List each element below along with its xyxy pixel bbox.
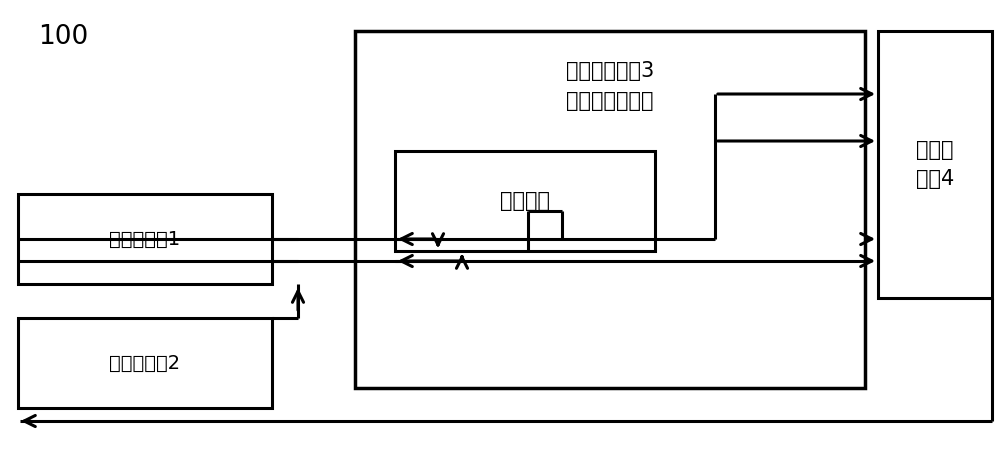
Text: 计量模块: 计量模块 bbox=[500, 191, 550, 211]
Text: 直流电
能表4: 直流电 能表4 bbox=[916, 140, 954, 189]
Bar bbox=[878, 31, 992, 298]
Bar bbox=[18, 194, 272, 284]
Bar bbox=[395, 151, 655, 251]
Text: 100: 100 bbox=[38, 24, 88, 50]
Bar bbox=[18, 318, 272, 408]
Text: 直流电压源1: 直流电压源1 bbox=[109, 229, 181, 248]
Bar bbox=[355, 31, 865, 388]
Text: 直流电流源2: 直流电流源2 bbox=[109, 354, 181, 372]
Text: 非车载充电机3
虚负荷测试部分: 非车载充电机3 虚负荷测试部分 bbox=[566, 61, 654, 111]
